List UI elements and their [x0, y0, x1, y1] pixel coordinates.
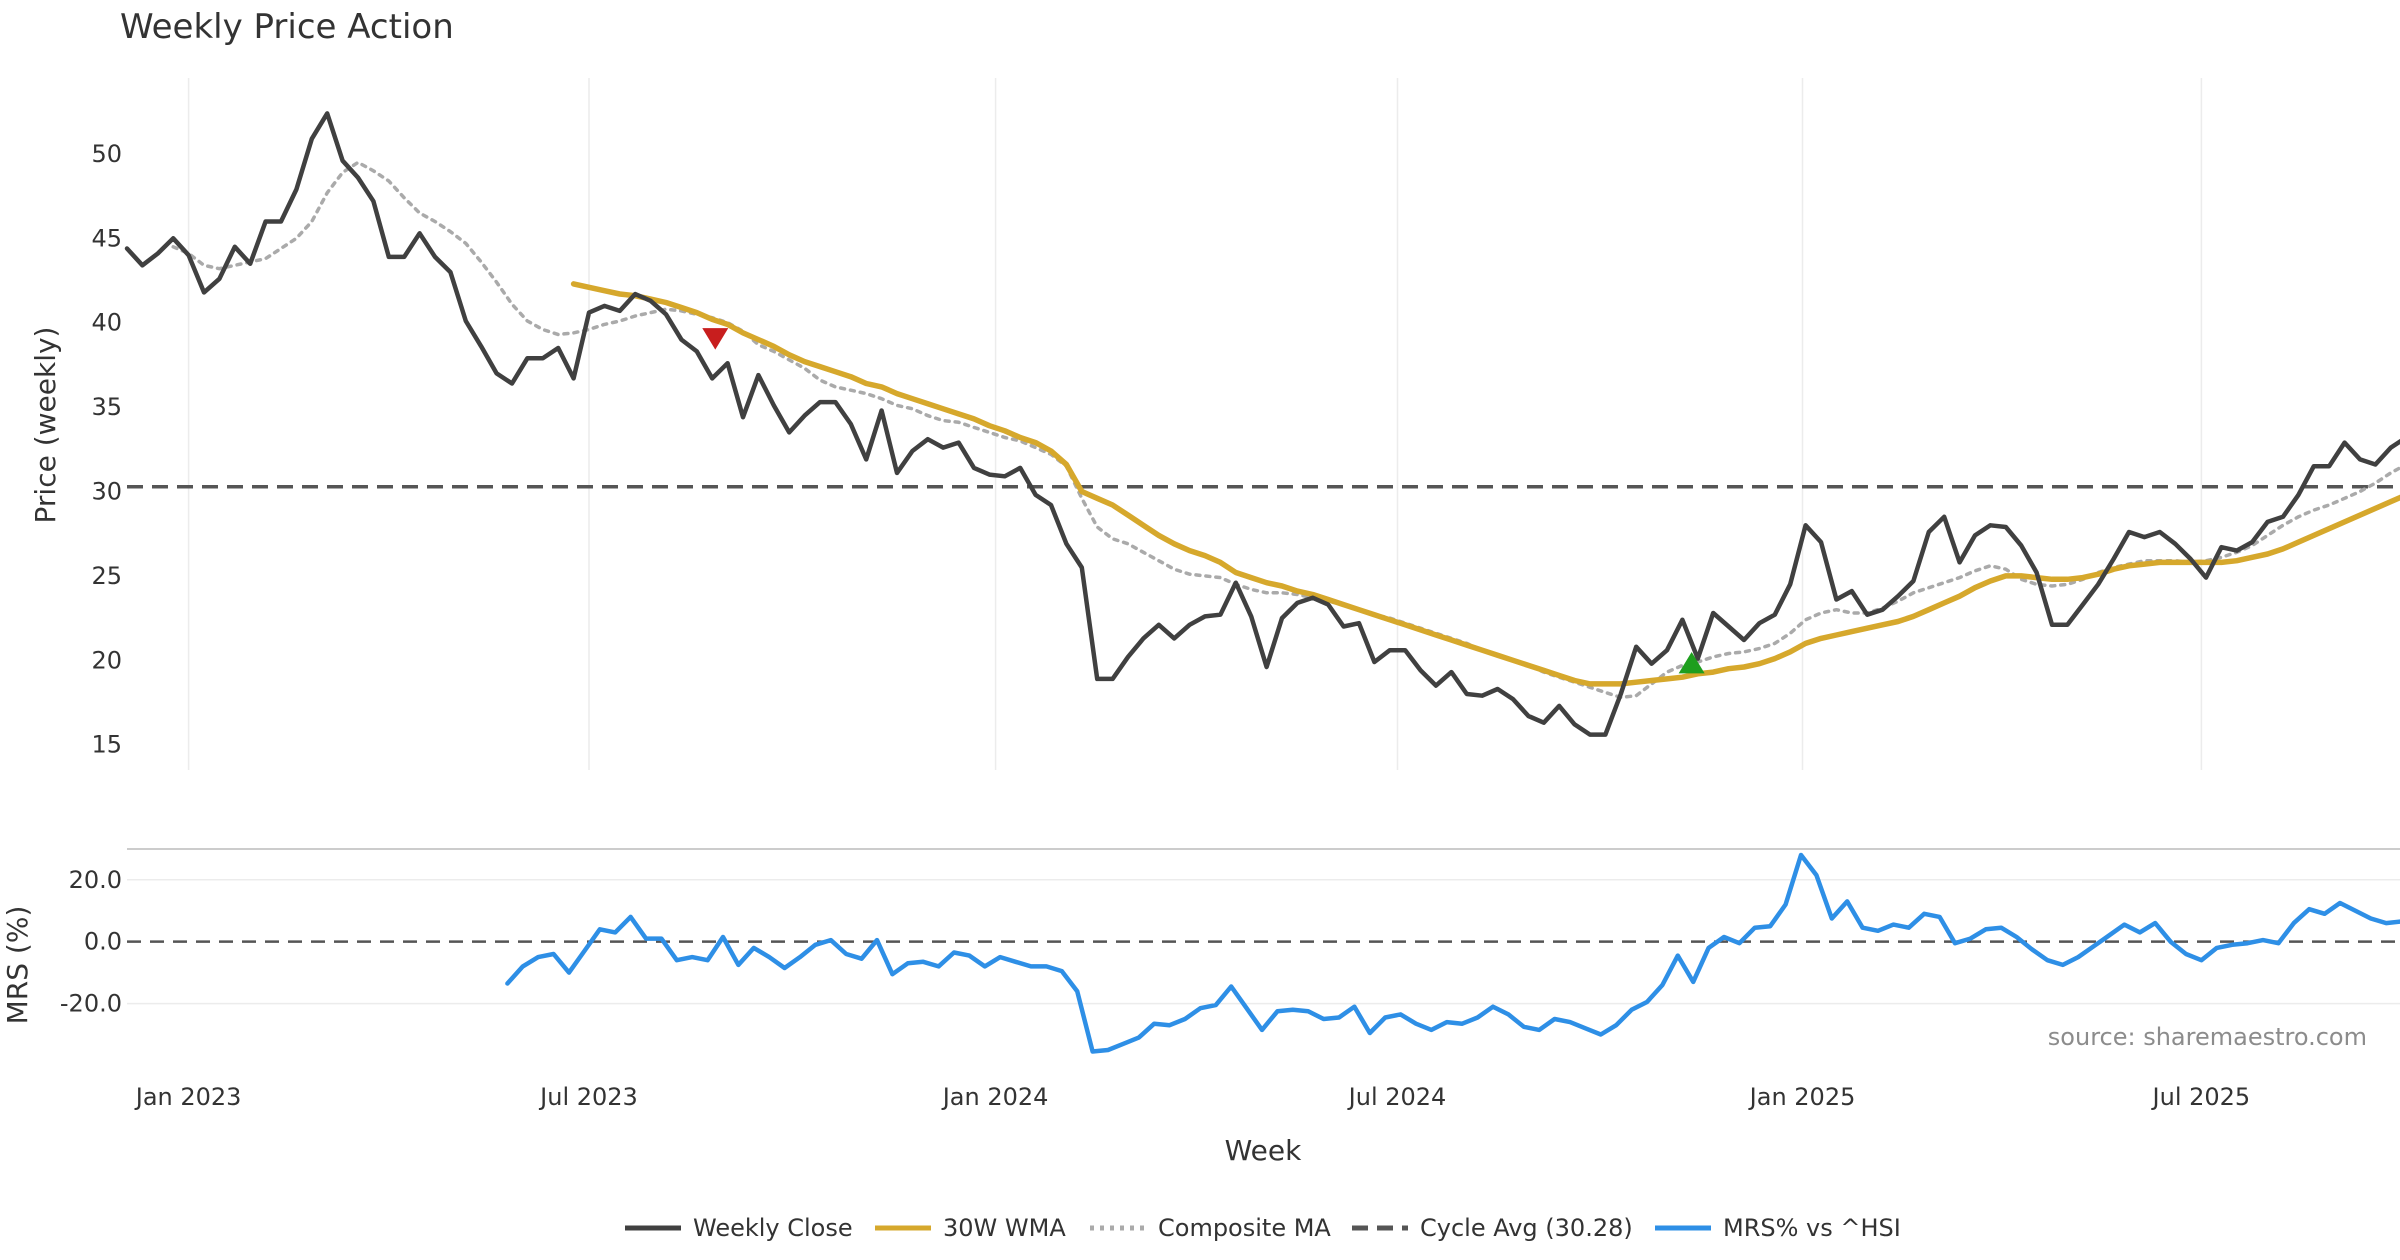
price-y-tick-label: 20 — [91, 646, 122, 674]
x-tick-label: Jan 2024 — [941, 1083, 1049, 1111]
legend-label: Composite MA — [1158, 1214, 1331, 1242]
weekly-close-line — [124, 111, 2400, 737]
mrs-y-axis-title: MRS (%) — [1, 906, 34, 1025]
x-tick-label: Jan 2025 — [1748, 1083, 1856, 1111]
wma-30w-line — [570, 281, 2400, 687]
legend-label: 30W WMA — [943, 1214, 1066, 1242]
price-y-tick-label: 40 — [91, 309, 122, 337]
grid-lines — [127, 78, 2400, 1005]
price-y-ticks: 15 20 25 30 35 40 45 50 — [91, 140, 122, 759]
price-y-tick-label: 50 — [91, 140, 122, 168]
x-tick-label: Jul 2025 — [2151, 1083, 2251, 1111]
mrs-y-tick-label: 20.0 — [69, 866, 122, 894]
source-note: source: sharemaestro.com — [2048, 1023, 2367, 1051]
price-y-axis-title: Price (weekly) — [29, 327, 62, 524]
mrs-y-ticks: -20.0 0.0 20.0 — [60, 866, 122, 1018]
mrs-line — [505, 852, 2400, 1054]
x-axis-title: Week — [1225, 1134, 1302, 1167]
mrs-y-tick-label: 0.0 — [84, 928, 122, 956]
sell-signal-marker — [702, 328, 729, 350]
chart-title: Weekly Price Action — [120, 7, 454, 47]
x-tick-label: Jul 2023 — [538, 1083, 638, 1111]
price-y-tick-label: 15 — [91, 731, 122, 759]
legend-label: Weekly Close — [693, 1214, 853, 1242]
signal-markers — [702, 328, 1705, 674]
legend-label: MRS% vs ^HSI — [1723, 1214, 1901, 1242]
series-group — [124, 111, 2400, 1054]
legend-label: Cycle Avg (30.28) — [1420, 1214, 1633, 1242]
x-tick-label: Jul 2024 — [1347, 1083, 1447, 1111]
x-tick-label: Jan 2023 — [134, 1083, 242, 1111]
price-y-tick-label: 45 — [91, 224, 122, 252]
composite-ma-line — [171, 160, 2400, 700]
price-y-tick-label: 35 — [91, 393, 122, 421]
mrs-y-tick-label: -20.0 — [60, 990, 122, 1018]
price-y-tick-label: 30 — [91, 478, 122, 506]
buy-signal-marker — [1678, 651, 1705, 674]
price-y-tick-label: 25 — [91, 562, 122, 590]
x-ticks: Jan 2023 Jul 2023 Jan 2024 Jul 2024 Jan 2025… — [134, 1083, 2250, 1111]
chart-legend: Weekly Close 30W WMA Composite MA Cycle Avg… — [625, 1214, 1901, 1242]
